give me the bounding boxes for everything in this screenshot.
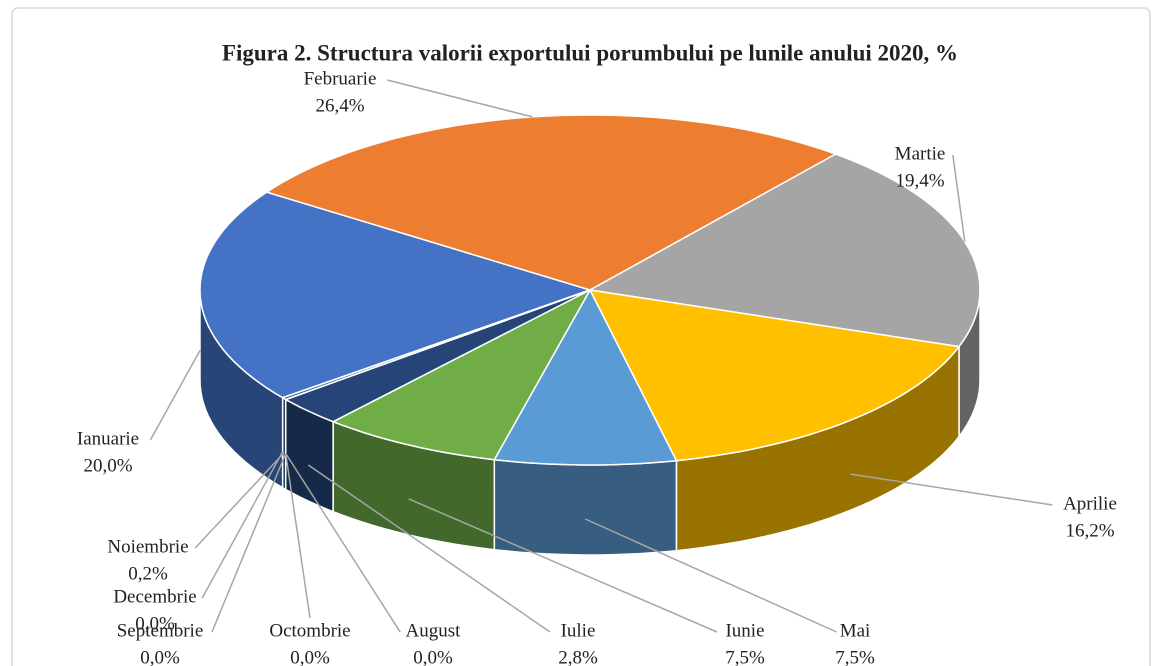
data-label-value: 0,2% [128, 563, 168, 584]
data-label-name: Noiembrie [107, 536, 188, 557]
slice-side [493, 458, 678, 556]
data-label-name: Februarie [304, 68, 377, 89]
leader-line [952, 154, 966, 242]
slice [493, 288, 678, 466]
slice [587, 153, 981, 348]
leader-line [194, 452, 285, 549]
data-label-name: Ianuarie [77, 428, 139, 449]
slice [283, 289, 591, 423]
data-label-name: August [406, 620, 462, 641]
data-label-name: Iunie [725, 620, 764, 641]
data-label-value: 0,0% [413, 647, 453, 666]
data-label-value: 0,0% [140, 647, 180, 666]
data-label-value: 16,2% [1065, 520, 1114, 541]
data-label-value: 0,0% [290, 647, 330, 666]
data-label-name: Mai [840, 620, 871, 641]
data-label-value: 26,4% [315, 95, 364, 116]
leader-line [201, 451, 284, 599]
chart-title: Figura 2. Structura valorii exportului p… [222, 40, 958, 65]
data-label-value: 0,0% [135, 613, 175, 634]
data-label-name: Octombrie [269, 620, 350, 641]
leader-line [387, 79, 533, 118]
leader-line [408, 498, 718, 633]
slice [331, 288, 592, 461]
leader-line [284, 453, 311, 619]
slice [282, 289, 591, 399]
leader-line [149, 349, 201, 441]
data-label-value: 7,5% [725, 647, 765, 666]
slice [588, 289, 961, 462]
slice-side [281, 396, 287, 491]
data-label-value: 19,4% [895, 170, 944, 191]
data-label-name: Iulie [561, 620, 596, 641]
leader-line [211, 453, 287, 633]
leader-line [285, 453, 401, 633]
data-label-name: Aprilie [1063, 493, 1117, 514]
data-label-value: 2,8% [558, 647, 598, 666]
data-label-value: 20,0% [83, 455, 132, 476]
leader-line [584, 518, 837, 633]
leader-line [850, 473, 1053, 506]
data-label-name: Septembrie [117, 620, 204, 641]
data-label-name: Decembrie [113, 586, 196, 607]
data-label-name: Martie [895, 143, 946, 164]
slice [199, 191, 593, 399]
leader-line [307, 464, 551, 633]
data-label-value: 7,5% [835, 647, 875, 666]
